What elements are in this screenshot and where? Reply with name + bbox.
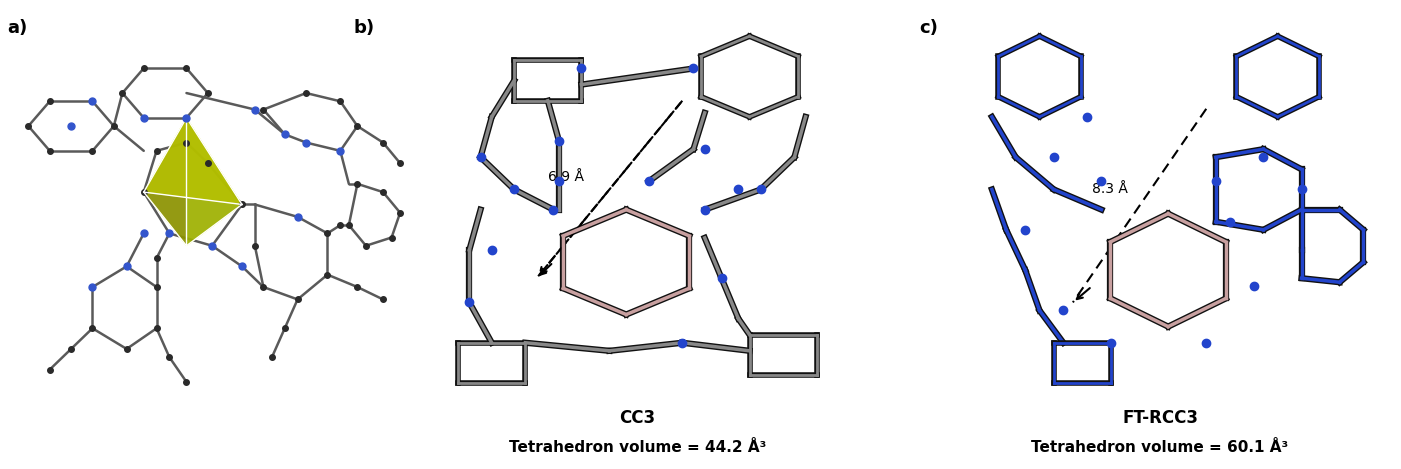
Text: c): c) xyxy=(919,19,937,37)
Text: b): b) xyxy=(353,19,374,37)
Text: CC3: CC3 xyxy=(619,409,656,427)
Polygon shape xyxy=(144,118,242,204)
Polygon shape xyxy=(144,192,242,246)
Text: a): a) xyxy=(7,19,27,37)
Text: Tetrahedron volume = 44.2 Å³: Tetrahedron volume = 44.2 Å³ xyxy=(509,440,766,455)
Text: FT-RCC3: FT-RCC3 xyxy=(1122,409,1198,427)
Text: 6.9 Å: 6.9 Å xyxy=(548,170,584,184)
Text: Tetrahedron volume = 60.1 Å³: Tetrahedron volume = 60.1 Å³ xyxy=(1031,440,1289,455)
Polygon shape xyxy=(144,118,186,246)
Polygon shape xyxy=(186,118,242,246)
Text: 8.3 Å: 8.3 Å xyxy=(1091,182,1128,197)
